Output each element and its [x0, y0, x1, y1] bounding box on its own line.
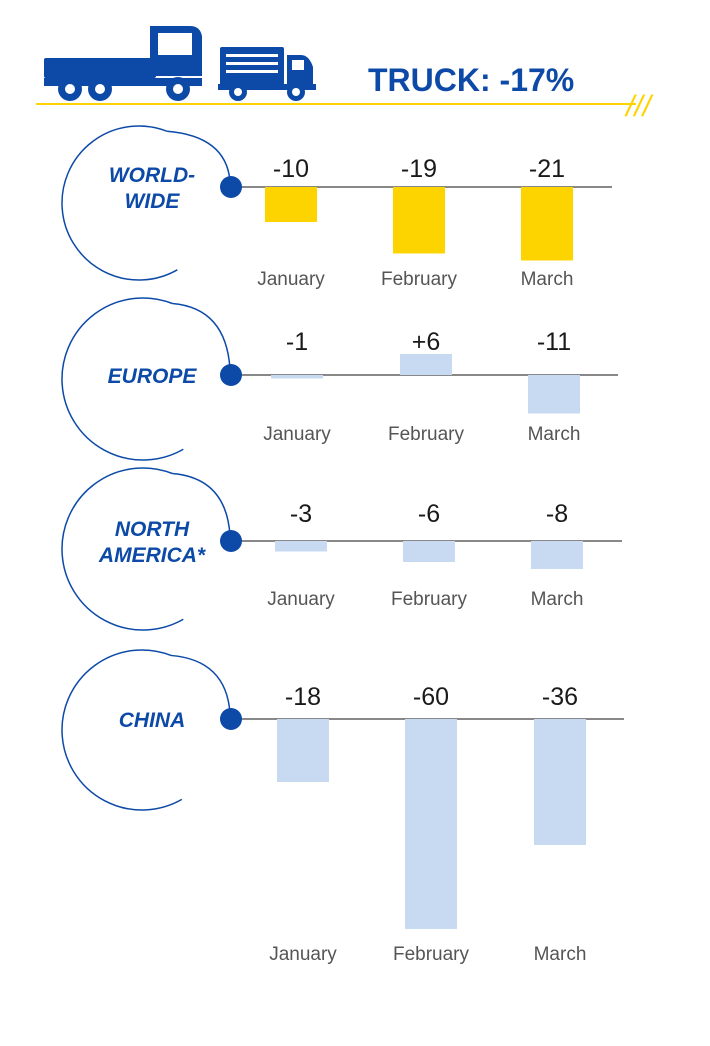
value-label: -18	[285, 683, 321, 711]
category-label: January	[269, 944, 337, 965]
value-label: -19	[401, 155, 437, 183]
bar-february	[405, 719, 457, 929]
axis-marker-dot	[220, 530, 242, 552]
bar-march	[521, 187, 573, 261]
region-label: NORTH	[115, 518, 190, 541]
value-label: -6	[418, 500, 440, 528]
region-label: CHINA	[119, 709, 186, 732]
value-label: -1	[286, 328, 308, 356]
value-label: -11	[537, 328, 571, 356]
value-label: -60	[413, 683, 449, 711]
region-label: WIDE	[125, 190, 181, 213]
bar-february	[393, 187, 445, 254]
bar-january	[271, 375, 323, 379]
header: /// TRUCK: -17%	[36, 26, 654, 123]
category-label: March	[528, 424, 581, 445]
bar-march	[531, 541, 583, 569]
category-label: January	[267, 589, 335, 610]
header-hatch: ///	[624, 90, 654, 123]
axis-marker-dot	[220, 176, 242, 198]
region-panel: NORTH AMERICA* -3 January -6 February -8 March	[61, 467, 622, 631]
category-label: March	[521, 269, 574, 290]
category-label: January	[257, 269, 325, 290]
axis-marker-dot	[220, 364, 242, 386]
region-arc	[61, 467, 184, 631]
bar-january	[275, 541, 327, 552]
region-label: WORLD-	[109, 164, 195, 187]
page-title: TRUCK: -17%	[368, 62, 574, 98]
region-label: AMERICA*	[98, 544, 206, 567]
category-label: March	[531, 589, 584, 610]
region-arc-connector	[166, 130, 231, 182]
bar-march	[534, 719, 586, 845]
region-arc-connector	[172, 302, 231, 370]
bar-february	[400, 354, 452, 375]
value-label: -21	[529, 155, 565, 183]
region-arc	[61, 125, 178, 281]
category-label: March	[534, 944, 587, 965]
category-label: February	[388, 424, 465, 445]
region-panel: EUROPE -1 January +6 February -11 March	[61, 297, 618, 461]
bar-march	[528, 375, 580, 414]
region-arc-connector	[172, 472, 231, 536]
region-panel: CHINA -18 January -60 February -36 March	[61, 649, 624, 965]
value-label: -10	[273, 155, 309, 183]
box-truck-icon	[218, 47, 316, 101]
region-arc	[61, 297, 184, 461]
bar-february	[403, 541, 455, 562]
flatbed-truck-icon	[44, 26, 202, 101]
value-label: +6	[412, 328, 441, 356]
category-label: February	[391, 589, 468, 610]
value-label: -8	[546, 500, 568, 528]
region-arc-connector	[170, 654, 231, 714]
bar-january	[277, 719, 329, 782]
category-label: February	[393, 944, 470, 965]
region-panel: WORLD- WIDE -10 January -19 February -21 March	[61, 125, 612, 290]
region-arc	[61, 649, 183, 811]
category-label: February	[381, 269, 458, 290]
value-label: -3	[290, 500, 312, 528]
value-label: -36	[542, 683, 578, 711]
bar-january	[265, 187, 317, 222]
region-label: EUROPE	[108, 365, 198, 388]
axis-marker-dot	[220, 708, 242, 730]
category-label: January	[263, 424, 331, 445]
